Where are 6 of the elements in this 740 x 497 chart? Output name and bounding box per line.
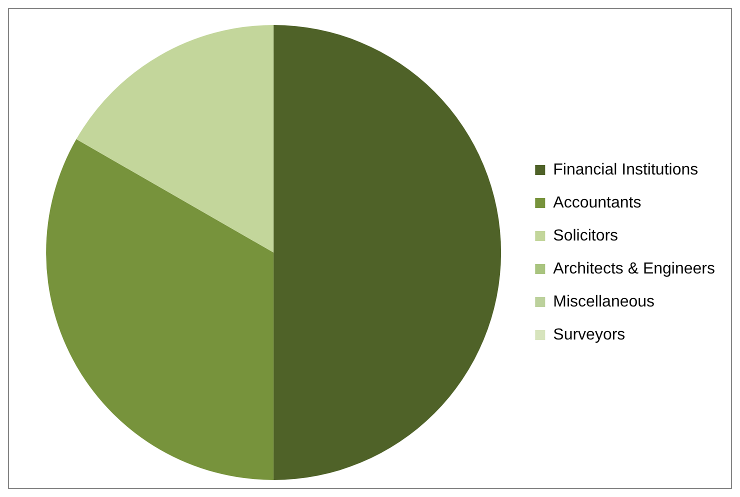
legend-label: Solicitors	[553, 227, 618, 244]
legend-label: Accountants	[553, 194, 642, 212]
legend-label: Architects & Engineers	[553, 260, 716, 278]
legend-label: Surveyors	[553, 326, 626, 344]
legend-label: Miscellaneous	[553, 293, 655, 310]
legend-label: Financial Institutions	[553, 161, 698, 178]
